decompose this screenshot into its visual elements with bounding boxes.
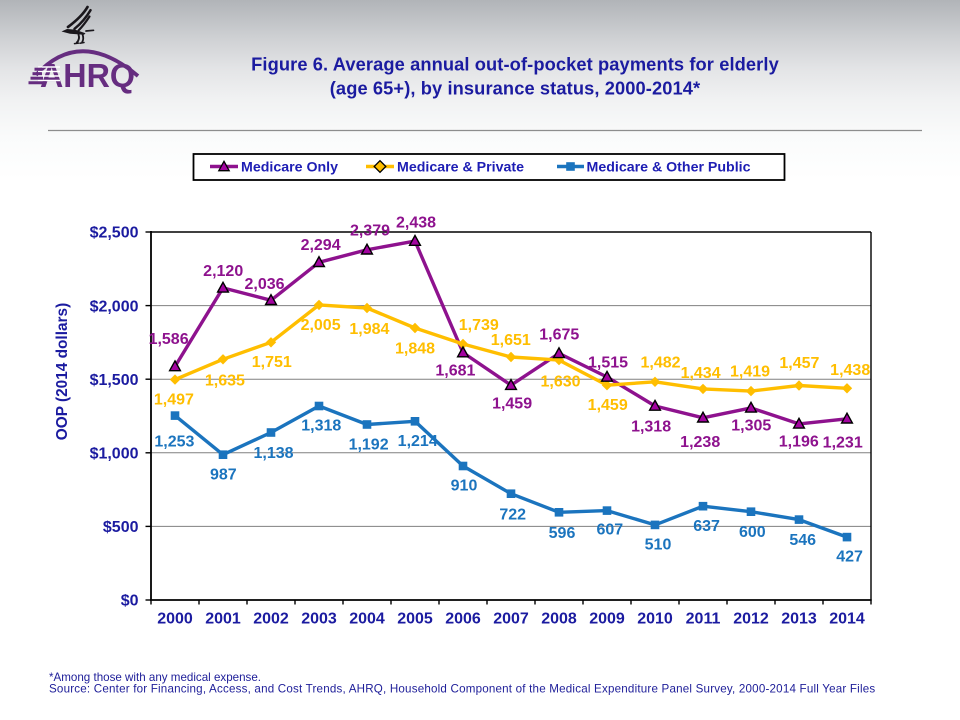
svg-text:2004: 2004 xyxy=(349,610,385,627)
svg-text:(age 65+), by insurance status: (age 65+), by insurance status, 2000-201… xyxy=(330,77,701,98)
svg-text:1,231: 1,231 xyxy=(823,435,863,452)
svg-text:2002: 2002 xyxy=(253,610,289,627)
svg-text:1,586: 1,586 xyxy=(149,331,189,348)
svg-text:1,675: 1,675 xyxy=(539,326,579,343)
svg-text:2,438: 2,438 xyxy=(396,215,436,232)
svg-text:637: 637 xyxy=(693,518,720,535)
svg-text:1,196: 1,196 xyxy=(779,434,819,451)
svg-text:1,459: 1,459 xyxy=(588,397,628,414)
svg-text:1,459: 1,459 xyxy=(492,396,532,413)
svg-text:2013: 2013 xyxy=(781,610,817,627)
svg-text:OOP (2014 dollars): OOP (2014 dollars) xyxy=(54,303,71,440)
svg-text:2,005: 2,005 xyxy=(301,317,341,334)
svg-text:1,751: 1,751 xyxy=(252,354,292,371)
svg-text:2005: 2005 xyxy=(397,610,433,627)
svg-text:427: 427 xyxy=(836,549,863,566)
svg-text:1,739: 1,739 xyxy=(459,317,499,334)
svg-text:510: 510 xyxy=(645,536,672,553)
svg-text:2011: 2011 xyxy=(686,610,721,627)
svg-text:Medicare & Private: Medicare & Private xyxy=(397,160,524,176)
svg-text:2008: 2008 xyxy=(541,610,577,627)
svg-text:2,120: 2,120 xyxy=(203,263,243,280)
svg-text:1,457: 1,457 xyxy=(779,355,819,372)
svg-text:1,497: 1,497 xyxy=(154,391,194,408)
svg-text:$1,500: $1,500 xyxy=(90,372,139,389)
svg-text:1,482: 1,482 xyxy=(640,355,680,372)
svg-text:1,253: 1,253 xyxy=(154,434,194,451)
svg-text:596: 596 xyxy=(549,525,576,542)
svg-text:1,419: 1,419 xyxy=(730,364,770,381)
svg-text:607: 607 xyxy=(596,522,623,539)
svg-text:Medicare & Other Public: Medicare & Other Public xyxy=(587,160,751,176)
svg-text:2010: 2010 xyxy=(637,610,673,627)
svg-text:Source: Center for Financing,: Source: Center for Financing, Access, an… xyxy=(49,683,875,696)
svg-text:2014: 2014 xyxy=(829,610,865,627)
svg-text:722: 722 xyxy=(499,507,526,524)
svg-text:1,848: 1,848 xyxy=(395,341,435,358)
svg-text:$2,000: $2,000 xyxy=(90,298,139,315)
svg-text:2,036: 2,036 xyxy=(244,276,284,293)
svg-text:600: 600 xyxy=(739,524,766,541)
svg-text:1,238: 1,238 xyxy=(680,434,720,451)
svg-text:2003: 2003 xyxy=(301,610,337,627)
svg-text:1,984: 1,984 xyxy=(349,321,389,338)
svg-text:1,651: 1,651 xyxy=(491,332,531,349)
svg-text:1,630: 1,630 xyxy=(540,374,580,391)
svg-text:1,192: 1,192 xyxy=(349,436,389,453)
svg-text:Medicare Only: Medicare Only xyxy=(241,160,338,176)
svg-text:Figure 6. Average annual out-o: Figure 6. Average annual out-of-pocket p… xyxy=(251,53,779,74)
svg-text:2009: 2009 xyxy=(589,610,625,627)
svg-text:987: 987 xyxy=(210,467,237,484)
svg-text:1,138: 1,138 xyxy=(253,445,293,462)
svg-text:2007: 2007 xyxy=(493,610,529,627)
svg-text:2,379: 2,379 xyxy=(350,223,390,240)
svg-text:$2,500: $2,500 xyxy=(90,225,139,242)
svg-text:1,434: 1,434 xyxy=(681,365,721,382)
svg-text:1,681: 1,681 xyxy=(435,363,475,380)
svg-text:1,318: 1,318 xyxy=(301,418,341,435)
svg-text:$1,000: $1,000 xyxy=(90,446,139,463)
svg-text:1,635: 1,635 xyxy=(205,372,245,389)
svg-text:2001: 2001 xyxy=(205,610,241,627)
svg-text:1,305: 1,305 xyxy=(731,418,771,435)
svg-text:1,438: 1,438 xyxy=(830,362,870,379)
svg-text:2012: 2012 xyxy=(733,610,769,627)
svg-text:2,294: 2,294 xyxy=(301,237,341,254)
svg-text:2000: 2000 xyxy=(157,610,193,627)
svg-text:2006: 2006 xyxy=(445,610,481,627)
svg-text:*Among those with any medical: *Among those with any medical expense. xyxy=(49,671,261,684)
svg-text:1,214: 1,214 xyxy=(398,433,438,450)
svg-text:910: 910 xyxy=(451,478,478,495)
svg-text:1,515: 1,515 xyxy=(588,355,628,372)
svg-text:$0: $0 xyxy=(121,593,139,610)
svg-text:1,318: 1,318 xyxy=(631,419,671,436)
svg-text:546: 546 xyxy=(789,532,816,549)
svg-text:$500: $500 xyxy=(103,519,139,536)
